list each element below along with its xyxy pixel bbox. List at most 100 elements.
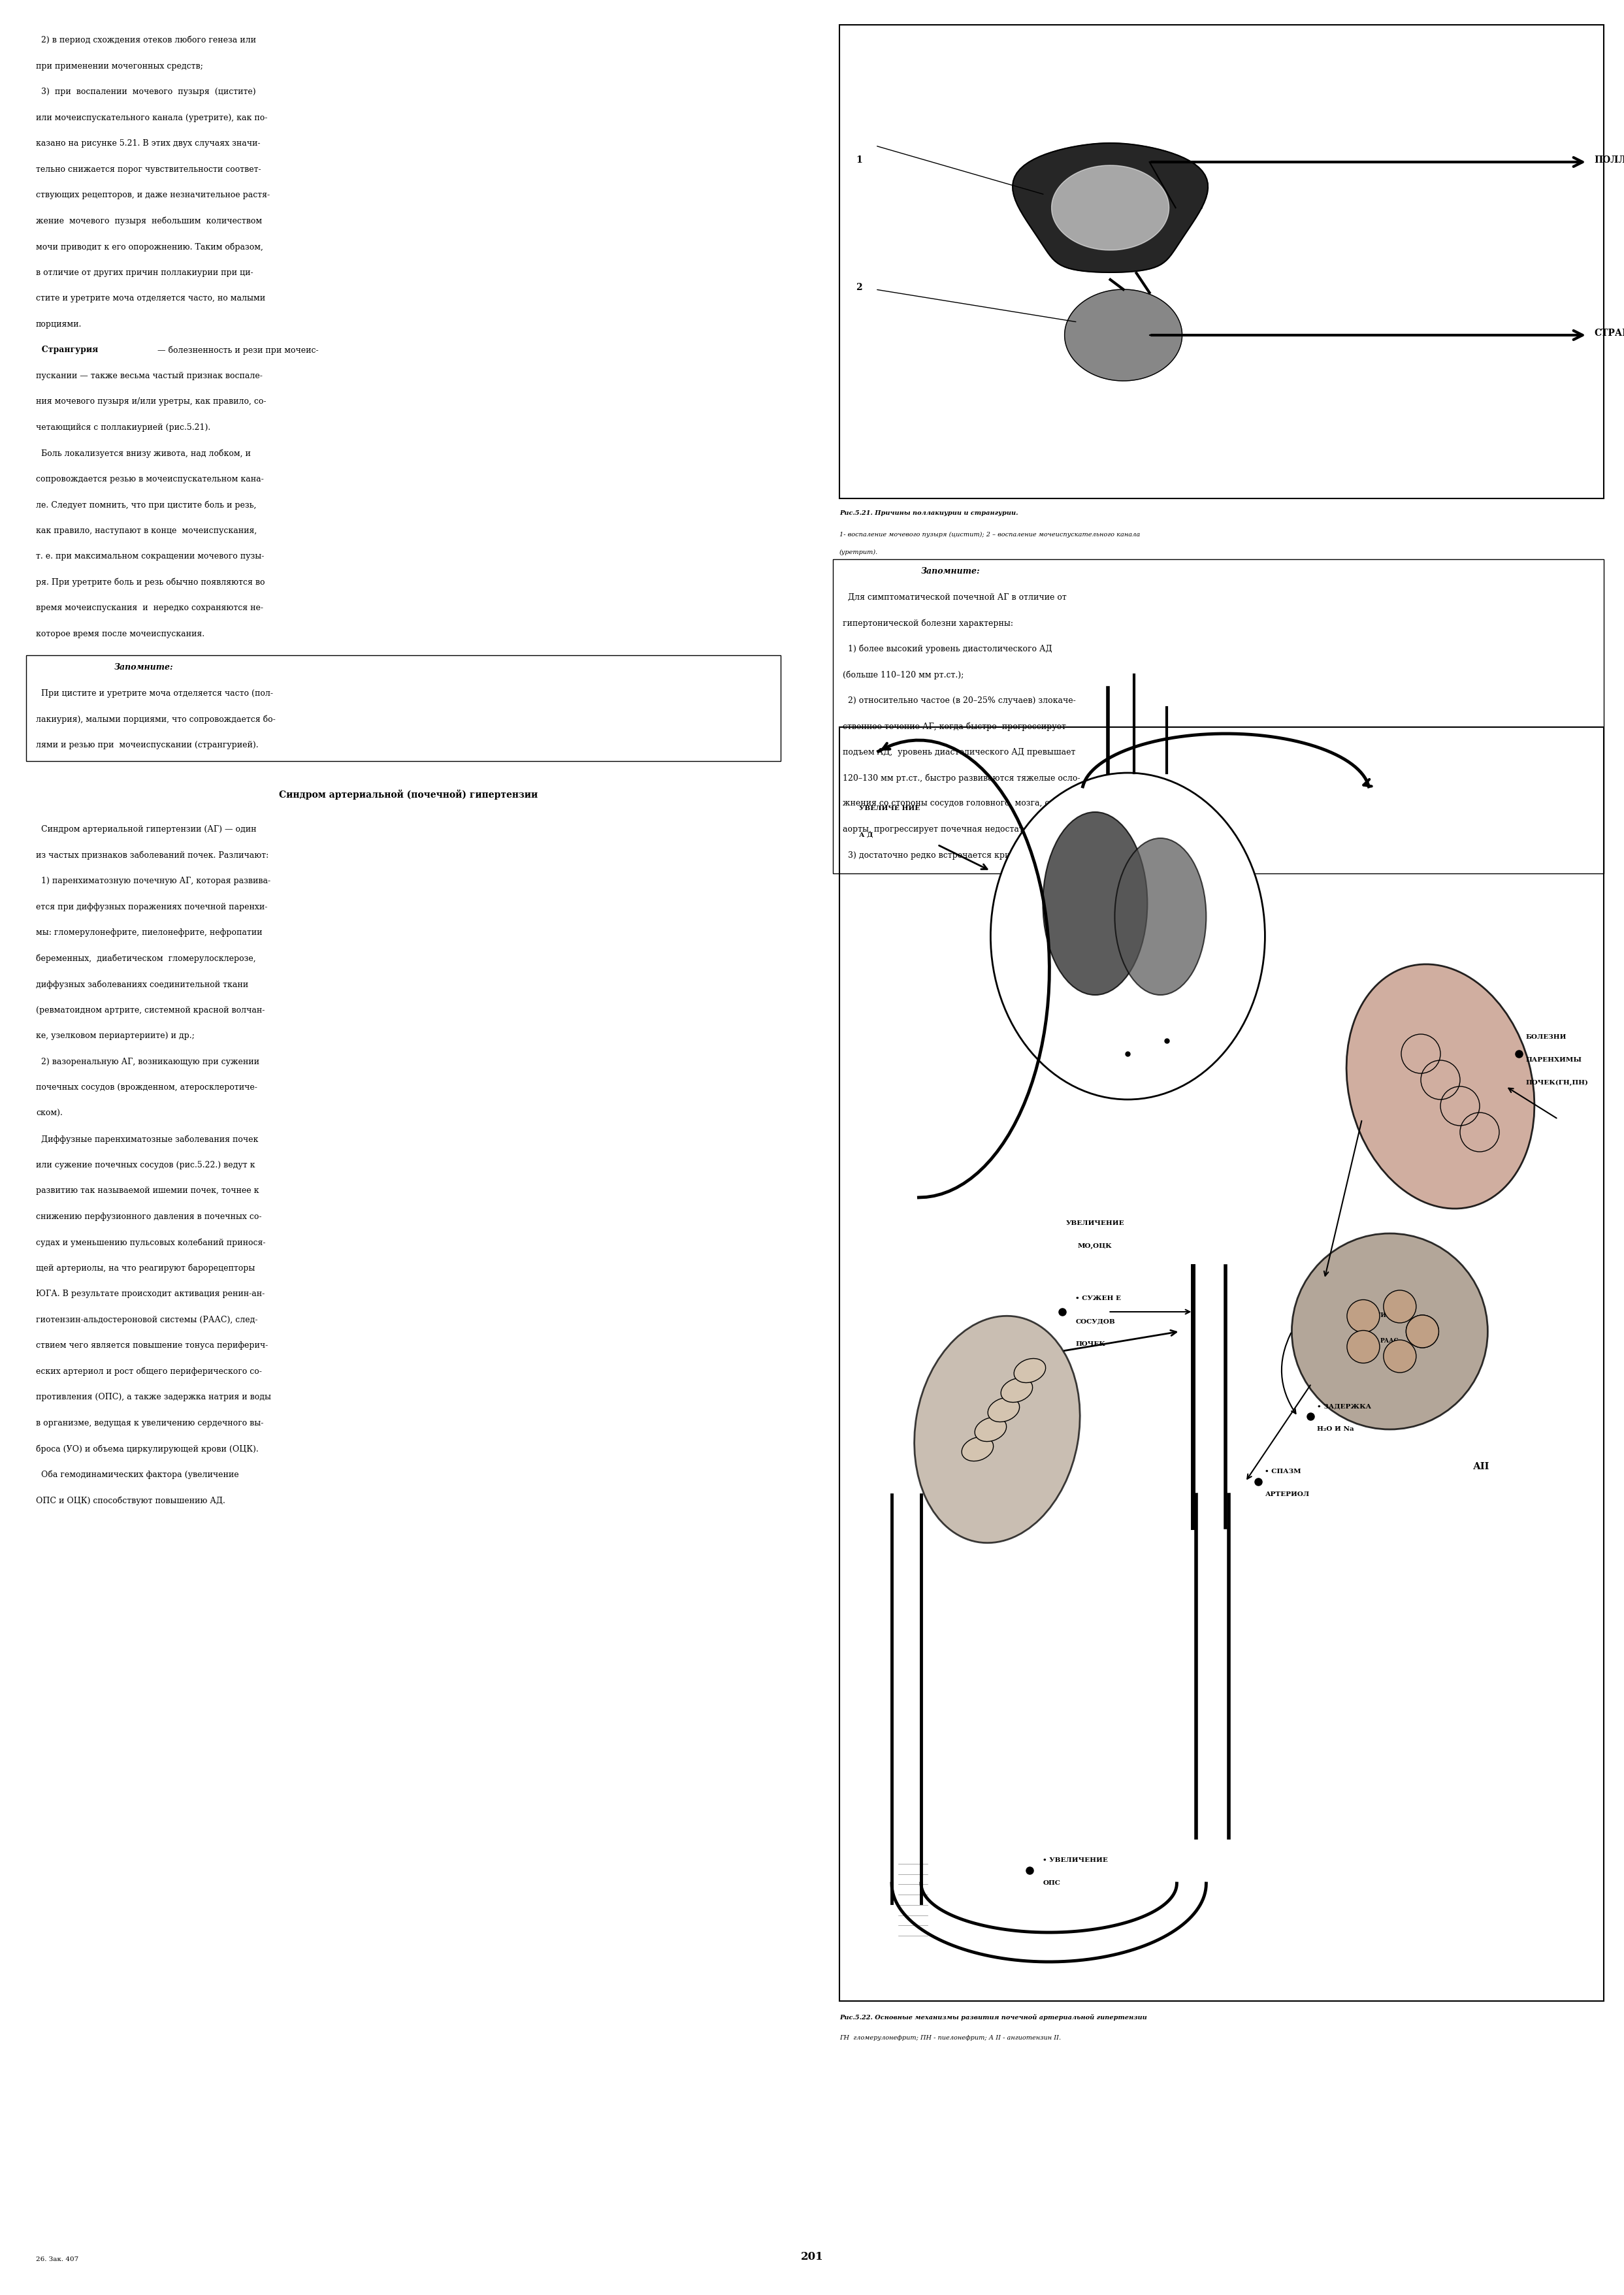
Text: СОСУДОВ: СОСУДОВ xyxy=(1075,1317,1116,1324)
Text: или мочеиспускательного канала (уретрите), как по-: или мочеиспускательного канала (уретрите… xyxy=(36,112,268,122)
Text: развитию так называемой ишемии почек, точнее к: развитию так называемой ишемии почек, то… xyxy=(36,1187,258,1196)
Circle shape xyxy=(1384,1340,1416,1372)
Ellipse shape xyxy=(1346,964,1535,1209)
Text: ОПС и ОЦК) способствуют повышению АД.: ОПС и ОЦК) способствуют повышению АД. xyxy=(36,1496,226,1506)
Text: снижению перфузионного давления в почечных со-: снижению перфузионного давления в почечн… xyxy=(36,1212,261,1221)
Polygon shape xyxy=(892,1884,1207,1962)
Text: 120–130 мм рт.ст., быстро развиваются тяжелые осло-: 120–130 мм рт.ст., быстро развиваются тя… xyxy=(843,773,1080,783)
Ellipse shape xyxy=(1013,1359,1046,1382)
Text: • ЗАДЕРЖКА: • ЗАДЕРЖКА xyxy=(1317,1402,1372,1409)
Text: диффузных заболеваниях соединительной ткани: диффузных заболеваниях соединительной тк… xyxy=(36,980,248,989)
Text: мы: гломерулонефрите, пиелонефрите, нефропатии: мы: гломерулонефрите, пиелонефрите, нефр… xyxy=(36,929,263,936)
Text: СТРАНГУРИЯ: СТРАНГУРИЯ xyxy=(1593,328,1624,337)
Ellipse shape xyxy=(991,773,1265,1099)
Text: ственное течение АГ, когда быстро  прогрессирует: ственное течение АГ, когда быстро прогре… xyxy=(843,723,1065,730)
Text: ском).: ском). xyxy=(36,1108,63,1118)
Text: пускании — также весьма частый признак воспале-: пускании — также весьма частый признак в… xyxy=(36,372,263,381)
Text: АII: АII xyxy=(1473,1462,1489,1471)
Text: ПОЧЕК(ГН,ПН): ПОЧЕК(ГН,ПН) xyxy=(1525,1081,1588,1086)
Text: При цистите и уретрите моча отделяется часто (пол-: При цистите и уретрите моча отделяется ч… xyxy=(36,688,273,698)
Ellipse shape xyxy=(974,1418,1007,1441)
Text: 2) вазоренальную АГ, возникающую при сужении: 2) вазоренальную АГ, возникающую при суж… xyxy=(36,1058,260,1067)
Text: • СУЖЕН Е: • СУЖЕН Е xyxy=(1075,1294,1121,1301)
Text: УВЕЛИЧЕ НИЕ: УВЕЛИЧЕ НИЕ xyxy=(859,806,919,812)
Text: ке, узелковом периартериите) и др.;: ке, узелковом периартериите) и др.; xyxy=(36,1033,195,1040)
Text: Запомните:: Запомните: xyxy=(921,567,981,576)
Text: (ревматоидном артрите, системной красной волчан-: (ревматоидном артрите, системной красной… xyxy=(36,1005,265,1014)
Ellipse shape xyxy=(1114,838,1207,996)
Text: почечных сосудов (врожденном, атеросклеротиче-: почечных сосудов (врожденном, атеросклер… xyxy=(36,1083,257,1092)
Text: сопровождается резью в мочеиспускательном кана-: сопровождается резью в мочеиспускательно… xyxy=(36,475,263,484)
Ellipse shape xyxy=(961,1437,994,1462)
Text: гипертонической болезни характерны:: гипертонической болезни характерны: xyxy=(843,620,1013,627)
Text: в организме, ведущая к увеличению сердечного вы-: в организме, ведущая к увеличению сердеч… xyxy=(36,1418,263,1427)
Text: 2) относительно частое (в 20–25% случаев) злокаче-: 2) относительно частое (в 20–25% случаев… xyxy=(843,695,1075,705)
Ellipse shape xyxy=(1043,812,1148,996)
Text: из частых признаков заболеваний почек. Различают:: из частых признаков заболеваний почек. Р… xyxy=(36,851,268,861)
Text: 2: 2 xyxy=(856,282,862,291)
FancyBboxPatch shape xyxy=(840,25,1605,498)
Text: тельно снижается порог чувствительности соответ-: тельно снижается порог чувствительности … xyxy=(36,165,261,174)
Text: 1- воспаление мочевого пузыря (цистит); 2 – воспаление мочеиспускательного канал: 1- воспаление мочевого пузыря (цистит); … xyxy=(840,532,1140,537)
Ellipse shape xyxy=(987,1398,1020,1423)
Text: стите и уретрите моча отделяется часто, но малыми: стите и уретрите моча отделяется часто, … xyxy=(36,294,265,303)
Text: ГН  гломерулонефрит; ПН - пиелонефрит; А II - ангиотензин II.: ГН гломерулонефрит; ПН - пиелонефрит; А … xyxy=(840,2036,1060,2040)
Polygon shape xyxy=(1051,165,1169,250)
Circle shape xyxy=(1346,1299,1380,1333)
Text: мочи приводит к его опорожнению. Таким образом,: мочи приводит к его опорожнению. Таким о… xyxy=(36,243,263,250)
Text: беременных,  диабетическом  гломерулосклерозе,: беременных, диабетическом гломерулосклер… xyxy=(36,955,257,964)
Text: Оба гемодинамических фактора (увеличение: Оба гемодинамических фактора (увеличение xyxy=(36,1471,239,1480)
Text: еских артериол и рост общего периферического со-: еских артериол и рост общего периферичес… xyxy=(36,1368,261,1377)
Text: МО,ОЦК: МО,ОЦК xyxy=(1078,1244,1112,1248)
Text: или сужение почечных сосудов (рис.5.22.) ведут к: или сужение почечных сосудов (рис.5.22.)… xyxy=(36,1161,255,1168)
Text: Диффузные паренхиматозные заболевания почек: Диффузные паренхиматозные заболевания по… xyxy=(36,1136,258,1143)
Circle shape xyxy=(1346,1331,1380,1363)
Text: порциями.: порциями. xyxy=(36,319,81,328)
Text: время мочеиспускания  и  нередко сохраняются не-: время мочеиспускания и нередко сохраняют… xyxy=(36,604,263,613)
Text: четающийся с поллакиурией (рис.5.21).: четающийся с поллакиурией (рис.5.21). xyxy=(36,422,211,431)
FancyBboxPatch shape xyxy=(840,728,1605,2001)
Text: Боль локализуется внизу живота, над лобком, и: Боль локализуется внизу живота, над лобк… xyxy=(36,450,250,457)
Text: ле. Следует помнить, что при цистите боль и резь,: ле. Следует помнить, что при цистите бол… xyxy=(36,500,257,509)
Text: Рис.5.21. Причины поллакиурии и странгурии.: Рис.5.21. Причины поллакиурии и странгур… xyxy=(840,509,1018,516)
Text: 201: 201 xyxy=(801,2251,823,2263)
Text: в отличие от других причин поллакиурии при ци-: в отличие от других причин поллакиурии п… xyxy=(36,269,253,278)
Text: АРТЕРИОЛ: АРТЕРИОЛ xyxy=(1265,1492,1309,1496)
Text: 1) более высокий уровень диастолического АД: 1) более высокий уровень диастолического… xyxy=(843,645,1052,654)
Text: АКТИВАЦИЯ: АКТИВАЦИЯ xyxy=(1366,1313,1413,1317)
Text: ОПС: ОПС xyxy=(1043,1880,1060,1886)
Text: подъем АД,  уровень диастолического АД превышает: подъем АД, уровень диастолического АД пр… xyxy=(843,748,1075,755)
Text: • УВЕЛИЧЕНИЕ: • УВЕЛИЧЕНИЕ xyxy=(1043,1857,1108,1864)
Text: Странгурия: Странгурия xyxy=(36,347,97,353)
Text: 3) достаточно редко встречается кризовое течение.: 3) достаточно редко встречается кризовое… xyxy=(843,851,1075,858)
Text: ствующих рецепторов, и даже незначительное растя-: ствующих рецепторов, и даже незначительн… xyxy=(36,190,270,200)
Text: гиотензин-альдостероновой системы (РААС), след-: гиотензин-альдостероновой системы (РААС)… xyxy=(36,1315,258,1324)
Polygon shape xyxy=(892,1494,921,1903)
Text: • СПАЗМ: • СПАЗМ xyxy=(1265,1469,1301,1473)
Text: противления (ОПС), а также задержка натрия и воды: противления (ОПС), а также задержка натр… xyxy=(36,1393,271,1402)
Text: Для симптоматической почечной АГ в отличие от: Для симптоматической почечной АГ в отлич… xyxy=(843,592,1067,601)
Text: ния мочевого пузыря и/или уретры, как правило, со-: ния мочевого пузыря и/или уретры, как пр… xyxy=(36,397,266,406)
Text: А Д: А Д xyxy=(859,831,874,838)
Text: БОЛЕЗНИ: БОЛЕЗНИ xyxy=(1525,1035,1566,1040)
Text: при применении мочегонных средств;: при применении мочегонных средств; xyxy=(36,62,203,71)
Text: ПОЧЕК: ПОЧЕК xyxy=(1075,1340,1106,1347)
Text: ЮГА. В результате происходит активация ренин-ан-: ЮГА. В результате происходит активация р… xyxy=(36,1290,265,1299)
Text: т. е. при максимальном сокращении мочевого пузы-: т. е. при максимальном сокращении мочево… xyxy=(36,553,265,560)
Circle shape xyxy=(1384,1290,1416,1322)
Text: (больше 110–120 мм рт.ст.);: (больше 110–120 мм рт.ст.); xyxy=(843,670,963,679)
Text: казано на рисунке 5.21. В этих двух случаях значи-: казано на рисунке 5.21. В этих двух случ… xyxy=(36,140,260,147)
Text: Рис.5.22. Основные механизмы развития почечной артериальной гипертензии: Рис.5.22. Основные механизмы развития по… xyxy=(840,2015,1147,2020)
Text: судах и уменьшению пульсовых колебаний принося-: судах и уменьшению пульсовых колебаний п… xyxy=(36,1239,266,1246)
Text: ПАРЕНХИМЫ: ПАРЕНХИМЫ xyxy=(1525,1058,1582,1063)
Text: 3)  при  воспалении  мочевого  пузыря  (цистите): 3) при воспалении мочевого пузыря (цисти… xyxy=(36,87,257,96)
Text: 1: 1 xyxy=(856,156,862,165)
Text: 2) в период схождения отеков любого генеза или: 2) в период схождения отеков любого гене… xyxy=(36,37,257,44)
Text: 26. Зак. 407: 26. Зак. 407 xyxy=(36,2256,78,2263)
Circle shape xyxy=(1406,1315,1439,1347)
Text: лями и резью при  мочеиспускании (странгурией).: лями и резью при мочеиспускании (странгу… xyxy=(36,741,258,748)
Text: как правило, наступают в конце  мочеиспускания,: как правило, наступают в конце мочеиспус… xyxy=(36,526,257,535)
Text: жнения со стороны сосудов головного  мозга, сердца,: жнения со стороны сосудов головного мозг… xyxy=(843,799,1077,808)
Text: лакиурия), малыми порциями, что сопровождается бо-: лакиурия), малыми порциями, что сопровож… xyxy=(36,714,276,723)
Polygon shape xyxy=(1013,142,1208,273)
